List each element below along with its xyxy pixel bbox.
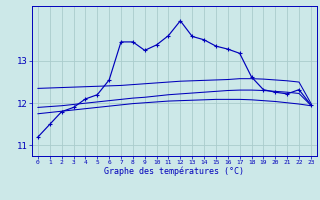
X-axis label: Graphe des températures (°C): Graphe des températures (°C)	[104, 167, 244, 176]
